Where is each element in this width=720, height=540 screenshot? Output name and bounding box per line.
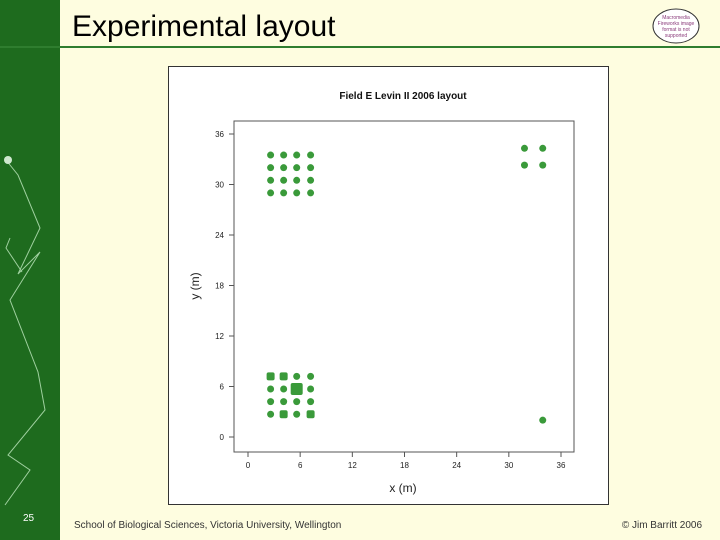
y-tick-label: 30 bbox=[215, 181, 224, 190]
points-layer bbox=[266, 144, 547, 424]
logo-placeholder-icon bbox=[652, 8, 700, 44]
data-point bbox=[280, 385, 288, 393]
y-axis-label: y (m) bbox=[188, 272, 202, 299]
data-point bbox=[293, 176, 301, 184]
y-tick-label: 0 bbox=[220, 433, 225, 442]
data-point bbox=[280, 151, 288, 159]
data-point bbox=[293, 398, 301, 406]
data-point bbox=[266, 372, 275, 381]
data-point bbox=[307, 176, 315, 184]
data-point bbox=[267, 164, 275, 172]
data-point bbox=[267, 398, 275, 406]
data-point bbox=[520, 161, 528, 169]
title-divider bbox=[0, 46, 720, 48]
logo-text: Macromedia Fireworks image format is not… bbox=[657, 15, 695, 39]
x-tick-label: 30 bbox=[504, 461, 513, 470]
data-point bbox=[520, 144, 528, 152]
data-point bbox=[293, 164, 301, 172]
data-point bbox=[267, 176, 275, 184]
data-point bbox=[307, 151, 315, 159]
data-point bbox=[267, 189, 275, 197]
data-point bbox=[280, 189, 288, 197]
scatter-chart: Field E Levin II 2006 layout 0 6 12 18 24 30 3… bbox=[188, 91, 575, 495]
x-axis-label: x (m) bbox=[389, 481, 416, 495]
bug-icon bbox=[4, 156, 12, 164]
data-point bbox=[306, 410, 315, 419]
y-tick-label: 36 bbox=[215, 130, 224, 139]
data-point bbox=[307, 372, 315, 380]
decorative-line-icon bbox=[4, 156, 46, 506]
data-point bbox=[293, 410, 301, 418]
x-tick-label: 6 bbox=[298, 461, 303, 470]
y-tick-label: 12 bbox=[215, 332, 224, 341]
left-sidebar bbox=[0, 0, 60, 540]
data-point bbox=[290, 383, 303, 396]
chart-title: Field E Levin II 2006 layout bbox=[339, 91, 467, 102]
x-tick-label: 18 bbox=[400, 461, 409, 470]
x-tick-label: 24 bbox=[452, 461, 461, 470]
data-point bbox=[267, 151, 275, 159]
slide-number: 25 bbox=[23, 513, 35, 524]
data-point bbox=[307, 189, 315, 197]
x-tick-label: 12 bbox=[348, 461, 357, 470]
data-point bbox=[293, 189, 301, 197]
y-tick-label: 24 bbox=[215, 231, 224, 240]
y-tick-label: 6 bbox=[220, 383, 225, 392]
data-point bbox=[267, 385, 275, 393]
footer-institution: School of Biological Sciences, Victoria … bbox=[74, 520, 342, 531]
data-point bbox=[307, 164, 315, 172]
data-point bbox=[280, 176, 288, 184]
data-point bbox=[267, 410, 275, 418]
x-tick-label: 36 bbox=[557, 461, 566, 470]
x-tick-label: 0 bbox=[246, 461, 251, 470]
chart-frame: Field E Levin II 2006 layout 0 6 12 18 24 30 3… bbox=[168, 66, 609, 505]
footer-copyright: © Jim Barritt 2006 bbox=[621, 520, 702, 531]
data-point bbox=[293, 372, 301, 380]
data-point bbox=[539, 161, 547, 169]
data-point bbox=[539, 144, 547, 152]
data-point bbox=[279, 410, 288, 419]
y-tick-label: 18 bbox=[215, 282, 224, 291]
data-point bbox=[293, 151, 301, 159]
x-axis: 0 6 12 18 24 30 36 bbox=[246, 451, 566, 470]
data-point bbox=[307, 385, 315, 393]
data-point bbox=[307, 398, 315, 406]
y-axis: 0 6 12 18 24 30 36 bbox=[215, 130, 235, 442]
slide-title: Experimental layout bbox=[72, 10, 336, 43]
data-point bbox=[280, 398, 288, 406]
data-point bbox=[279, 372, 288, 381]
data-point bbox=[280, 164, 288, 172]
data-point bbox=[539, 416, 547, 424]
